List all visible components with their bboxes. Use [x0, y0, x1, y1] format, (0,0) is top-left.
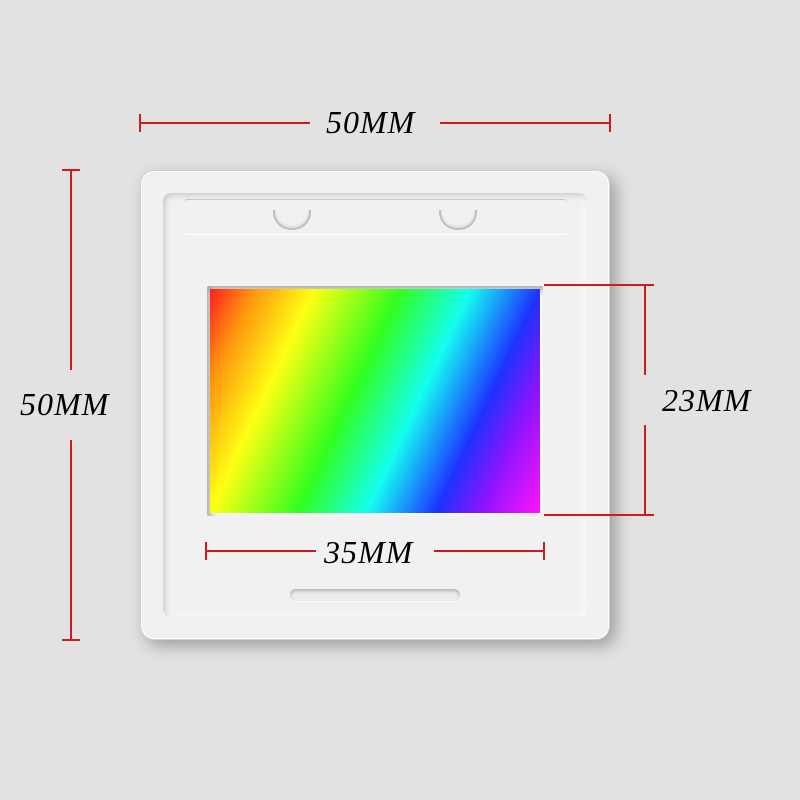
- dim-outer-width: 50MM: [326, 104, 415, 141]
- spectrum-film: [210, 289, 540, 513]
- dim-outer-height: 50MM: [20, 386, 109, 423]
- dimline-aperture-height-ext: [544, 283, 654, 517]
- hinge-bar: [183, 199, 567, 235]
- hinge-tab-left-icon: [273, 210, 311, 230]
- hinge-tab-right-icon: [439, 210, 477, 230]
- dim-aperture-width: 35MM: [324, 534, 413, 571]
- bottom-slot-icon: [290, 589, 460, 601]
- film-aperture: [207, 286, 543, 516]
- dim-aperture-height: 23MM: [662, 382, 751, 419]
